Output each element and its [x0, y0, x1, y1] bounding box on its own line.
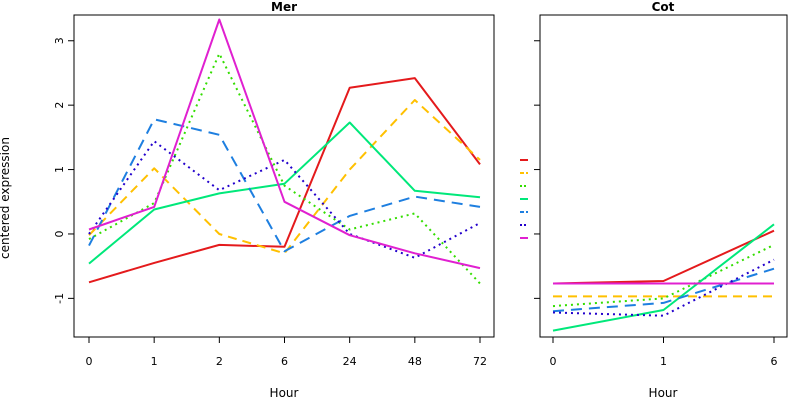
series-color-key	[520, 159, 528, 239]
y-tick-label: 0	[53, 230, 66, 237]
x-tick-label-cot: 1	[660, 355, 667, 368]
x-tick-label-mer: 2	[216, 355, 223, 368]
panel-title-mer: Mer	[271, 0, 297, 14]
series-line-mer-7	[88, 18, 481, 270]
x-axis-label-mer: Hour	[270, 386, 299, 400]
series-line-cot-1	[552, 229, 775, 285]
series-line-mer-2	[88, 99, 481, 255]
panel-frame-mer	[73, 14, 495, 338]
series-line-mer-3	[88, 52, 481, 285]
axes-group: 0 1 2 6 24 48 72 -1 0 1 2 3 0 1 6	[53, 37, 778, 368]
series-line-cot-3	[552, 243, 775, 308]
series-lines-group	[88, 18, 775, 332]
y-tick-label: 1	[53, 166, 66, 173]
y-tick-label: 2	[53, 102, 66, 109]
y-tick-label: 3	[53, 37, 66, 44]
y-tick-label: -1	[53, 293, 66, 304]
x-axis-label-cot: Hour	[649, 386, 678, 400]
panel-frame-cot	[539, 14, 788, 338]
series-line-cot-5	[552, 267, 775, 313]
panel-title-cot: Cot	[652, 0, 675, 14]
series-line-mer-4	[88, 121, 481, 265]
series-line-cot-4	[552, 223, 775, 332]
y-axis-label: centered expression	[0, 137, 12, 259]
x-tick-label-mer: 48	[408, 355, 422, 368]
x-tick-label-mer: 24	[343, 355, 357, 368]
x-tick-label-mer: 1	[151, 355, 158, 368]
x-tick-label-cot: 6	[771, 355, 778, 368]
x-tick-label-mer: 6	[281, 355, 288, 368]
series-line-mer-5	[88, 118, 481, 253]
series-line-cot-6	[552, 258, 775, 317]
x-tick-label-mer: 72	[473, 355, 487, 368]
x-tick-label-mer: 0	[86, 355, 93, 368]
x-tick-label-cot: 0	[550, 355, 557, 368]
series-line-mer-1	[88, 77, 481, 284]
